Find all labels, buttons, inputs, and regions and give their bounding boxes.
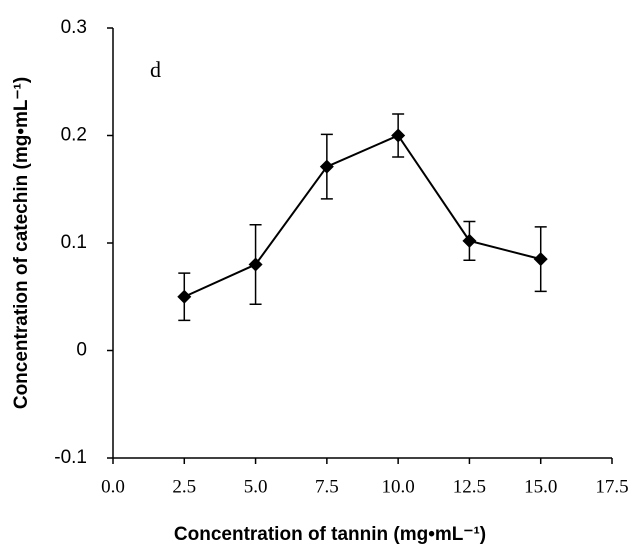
marker [319, 159, 334, 174]
x-tick-label: 7.5 [315, 476, 339, 497]
y-axis-title: Concentration of catechin (mg•mL⁻¹) [11, 77, 32, 409]
x-tick-label: 15.0 [524, 476, 557, 497]
x-tick-label: 10.0 [382, 476, 415, 497]
x-axis-title: Concentration of tannin (mg•mL⁻¹) [174, 524, 486, 545]
marker [177, 289, 192, 304]
y-tick-label: -0.1 [54, 447, 87, 468]
marker [462, 233, 477, 248]
series-line [183, 134, 541, 298]
marker [391, 128, 406, 143]
x-tick-label: 17.5 [595, 476, 628, 497]
y-tick-label: 0.2 [61, 125, 87, 146]
x-tick-label: 5.0 [244, 476, 268, 497]
annotation: d [150, 57, 161, 82]
marker [248, 257, 263, 272]
y-tick-label: 0.3 [61, 17, 87, 38]
y-tick-label: 0.1 [61, 232, 87, 253]
x-tick-label: 12.5 [453, 476, 486, 497]
marker [533, 252, 548, 267]
x-tick-label: 2.5 [172, 476, 196, 497]
x-tick-label: 0.0 [101, 476, 125, 497]
y-tick-label: 0 [76, 340, 87, 361]
